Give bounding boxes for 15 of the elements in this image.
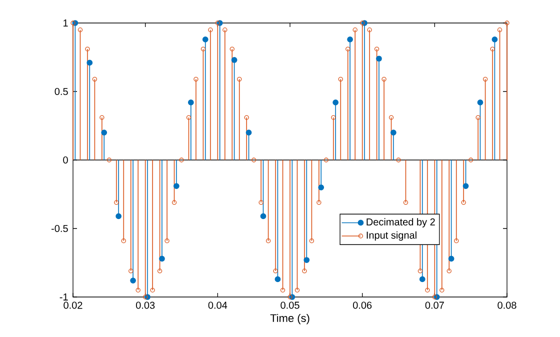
x-tick-label: 0.03 (136, 302, 155, 309)
x-tick-label: 0.02 (64, 302, 82, 309)
y-tick-label: 0.5 (54, 88, 68, 96)
legend-label: Decimated by 2 (366, 218, 435, 228)
y-tick-label: -0.5 (52, 224, 68, 232)
y-tick-label: 1 (63, 20, 68, 26)
x-tick-label: 0.04 (208, 302, 228, 309)
y-tick-label: 0 (63, 156, 68, 164)
legend-label: Input signal (366, 231, 416, 241)
x-tick-label: 0.07 (425, 302, 444, 309)
y-tick-label: -1 (60, 294, 68, 300)
x-tick-label: 0.05 (280, 302, 300, 309)
x-axis-title: Time (s) (270, 314, 310, 324)
x-tick-label: 0.06 (353, 302, 372, 309)
x-tick-label: 0.08 (498, 302, 516, 309)
